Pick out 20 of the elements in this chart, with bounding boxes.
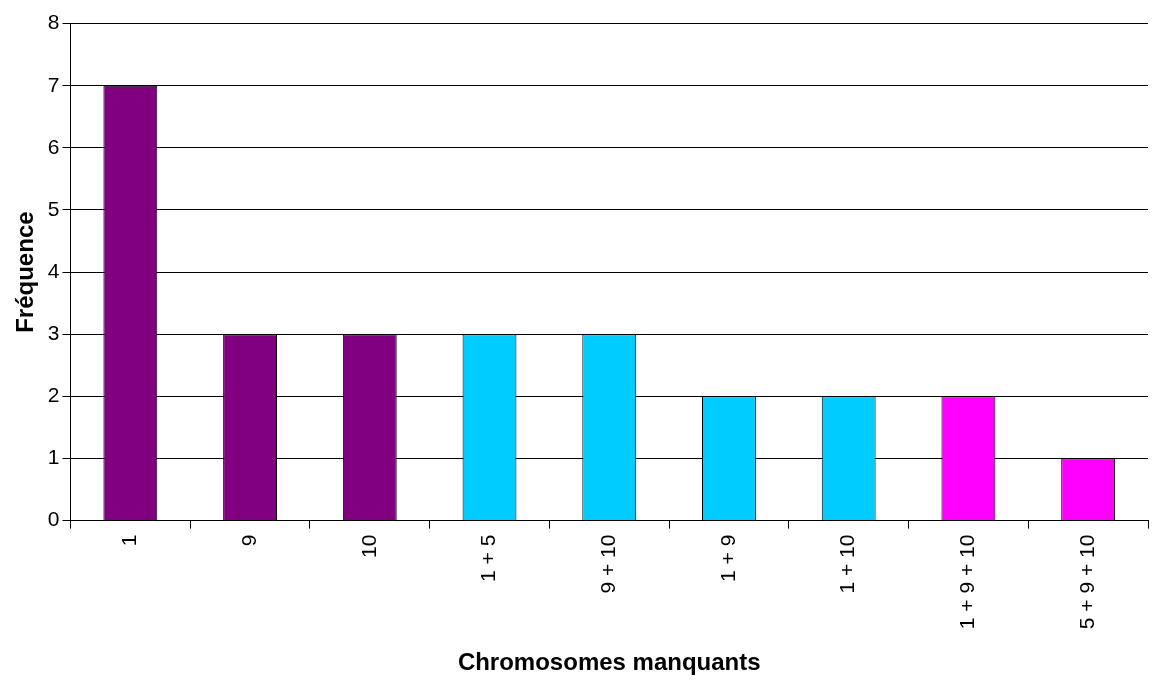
x-tick-label: 1 + 9	[715, 534, 739, 582]
y-tick-label: 3	[47, 321, 60, 345]
x-tick-label: 1	[117, 534, 141, 547]
y-tick-label: 5	[47, 196, 60, 220]
x-tick-label: 9	[236, 534, 260, 547]
y-tick-label: 8	[47, 10, 60, 34]
x-axis-title: Chromosomes manquants	[457, 648, 761, 676]
x-tick-label: 1 + 10	[835, 534, 859, 594]
y-tick-label: 2	[47, 383, 60, 407]
y-tick-label: 0	[47, 507, 60, 531]
x-tick-label: 1 + 5	[476, 534, 500, 582]
y-tick-label: 7	[47, 72, 60, 96]
y-tick-label: 6	[47, 134, 60, 158]
x-tick-label: 5 + 9 + 10	[1074, 534, 1098, 630]
x-tick-label: 1 + 9 + 10	[955, 534, 979, 630]
y-axis-title: Fréquence	[11, 211, 39, 333]
y-tick-label: 1	[47, 445, 60, 469]
x-tick-label: 9 + 10	[596, 534, 620, 594]
y-tick-label: 4	[47, 258, 60, 282]
x-tick-label: 10	[356, 534, 380, 558]
